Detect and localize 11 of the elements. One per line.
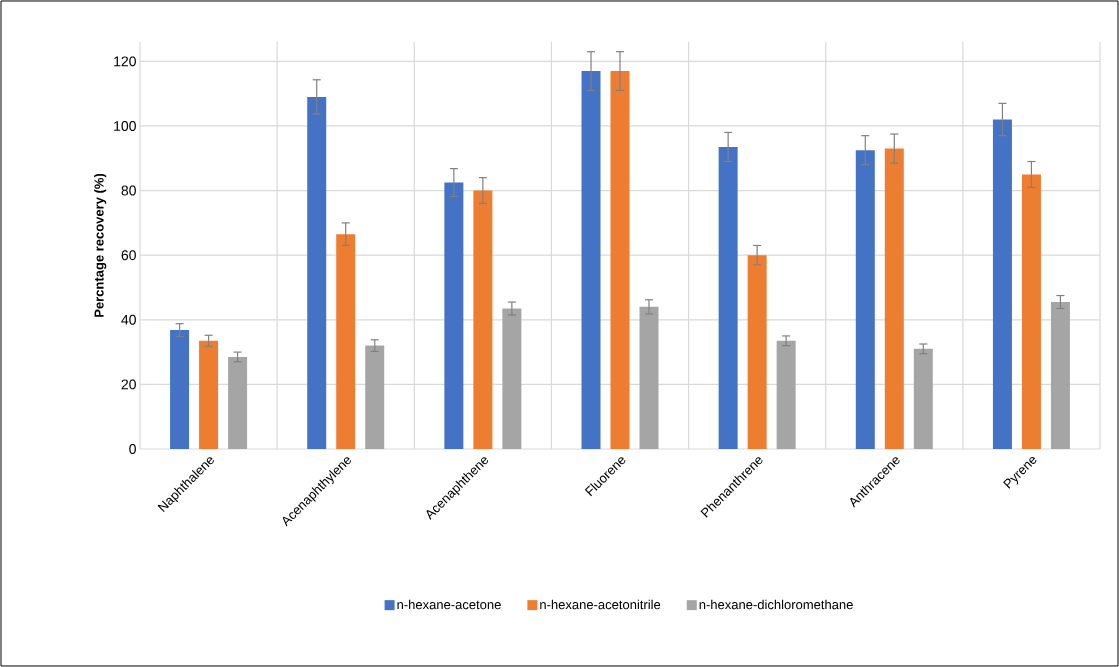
y-tick-label: 120 [114,56,136,67]
y-tick-label: 20 [121,379,136,390]
legend-label: n-hexane-acetonitrile [540,599,661,610]
y-tick-label: 0 [129,444,136,454]
y-tick-label: 80 [121,185,136,196]
y-axis-title: Percntage recovery (%) [94,173,107,317]
y-tick-label: 100 [114,121,136,131]
legend-label: n-hexane-acetone [397,599,501,610]
y-tick-label: 60 [121,250,136,261]
legend-label: n-hexane-dichloromethane [699,599,853,610]
y-tick-label: 40 [121,314,136,325]
